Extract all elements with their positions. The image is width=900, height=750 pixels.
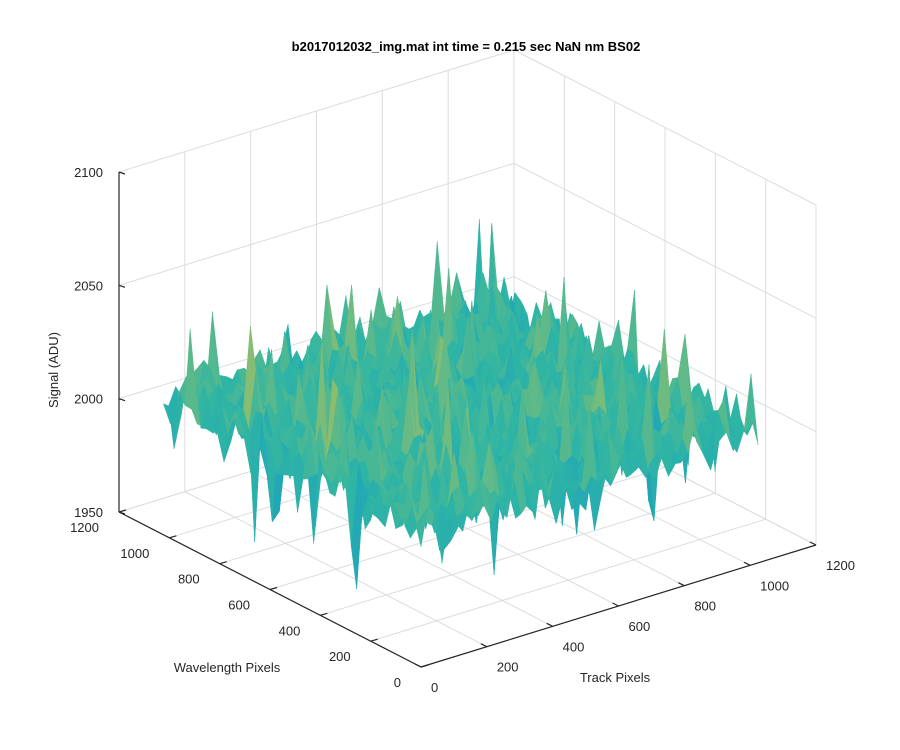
- z-tick: [118, 171, 126, 175]
- x-tick: [743, 561, 751, 566]
- tick-labels: 1950 2000 2050 2100 0 200 400 600 800 1000 1200 0 20…: [70, 165, 855, 695]
- y-axis-label: Wavelength Pixels: [174, 660, 281, 675]
- wall-gridline-z2: [513, 49, 817, 206]
- z-tick: [118, 398, 126, 402]
- y-tick: [118, 509, 127, 513]
- z-tick-label: 2100: [74, 165, 103, 180]
- surface-patch: [248, 411, 262, 543]
- y-tick-label: 200: [329, 649, 351, 664]
- x-axis-label: Track Pixels: [580, 670, 651, 685]
- y-tick-label: 0: [394, 675, 401, 690]
- z-tick-label: 2000: [74, 392, 103, 407]
- y-tick-label: 600: [228, 598, 250, 613]
- floor-gridline-y: [370, 518, 766, 642]
- x-tick: [546, 622, 553, 627]
- x-tick: [480, 643, 488, 648]
- y-tick-label: 800: [178, 572, 200, 587]
- y-tick: [320, 612, 328, 616]
- x-tick-label: 1200: [826, 558, 855, 573]
- y-tick-label: 400: [279, 623, 301, 638]
- y-tick: [269, 586, 278, 591]
- y-tick-label: 1200: [70, 520, 99, 535]
- floor-gridline-y: [320, 492, 716, 616]
- y-tick: [420, 664, 429, 668]
- chart-title: b2017012032_img.mat int time = 0.215 sec…: [292, 39, 641, 54]
- wall-gridline-z: [118, 162, 515, 286]
- x-tick-label: 1000: [760, 578, 789, 593]
- wall-gridline-z2: [513, 162, 817, 319]
- x-tick-label: 200: [497, 660, 519, 675]
- z-axis-label: Signal (ADU): [46, 332, 61, 408]
- y-tick: [370, 638, 378, 642]
- z-tick-label: 2050: [74, 278, 103, 293]
- axes-layer: [118, 171, 817, 668]
- x-tick-label: 400: [563, 639, 585, 654]
- x-tick: [809, 541, 817, 546]
- surface-patch: [415, 506, 429, 548]
- x-tick-label: 0: [431, 680, 438, 695]
- y-tick: [219, 561, 227, 565]
- y-tick: [169, 535, 177, 539]
- x-tick-label: 600: [629, 619, 651, 634]
- x-tick: [414, 663, 422, 668]
- surface-layer: [162, 219, 759, 589]
- wall-gridline-z: [118, 49, 515, 173]
- x-tick: [612, 602, 619, 607]
- x-tick-label: 800: [694, 599, 716, 614]
- x-tick: [678, 582, 685, 587]
- z-tick: [118, 284, 126, 288]
- y-tick-label: 1000: [120, 546, 149, 561]
- z-tick-label: 1950: [74, 505, 103, 520]
